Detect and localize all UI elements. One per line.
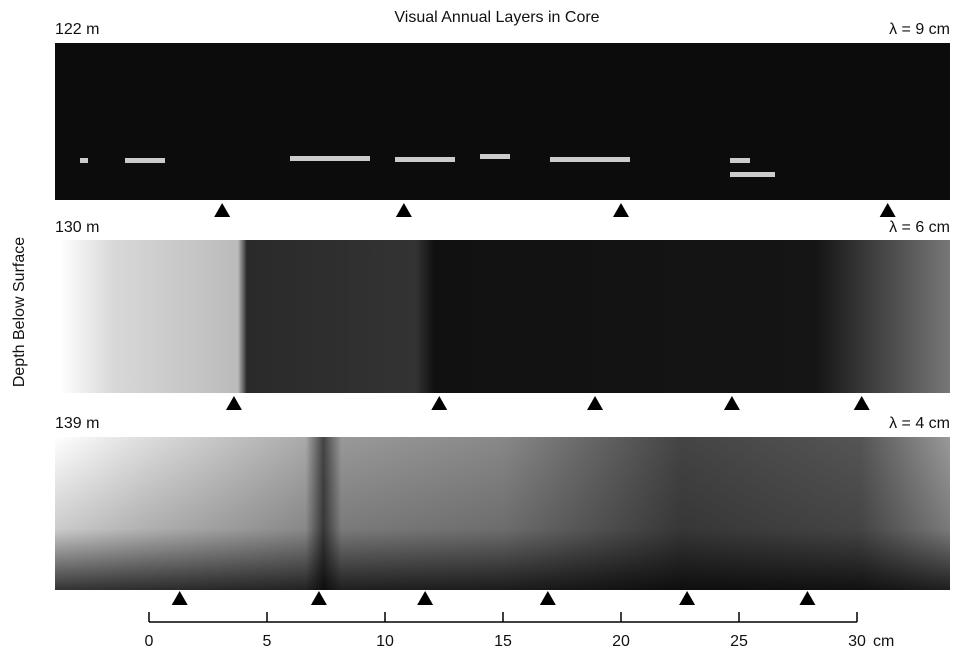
- layer-marker: [311, 591, 327, 605]
- layer-marker: [613, 203, 629, 217]
- inclusion: [395, 157, 455, 162]
- layer-marker: [214, 203, 230, 217]
- inclusion: [80, 158, 88, 163]
- wavelength-label: λ = 4 cm: [889, 415, 950, 432]
- inclusion: [290, 156, 370, 161]
- depth-label: 130 m: [55, 219, 99, 236]
- figure: Visual Annual Layers in Core Depth Below…: [0, 0, 953, 656]
- layer-marker: [679, 591, 695, 605]
- x-tick-label: 30: [848, 633, 866, 650]
- layer-marker: [587, 396, 603, 410]
- layer-marker: [540, 591, 556, 605]
- layer-marker: [799, 591, 815, 605]
- layer-marker: [226, 396, 242, 410]
- depth-label: 122 m: [55, 21, 99, 38]
- x-unit-label: cm: [873, 633, 894, 650]
- x-tick-label: 0: [145, 633, 154, 650]
- x-tick-label: 10: [376, 633, 394, 650]
- core-image: [60, 240, 950, 393]
- panels: 122 m λ = 9 cm 130 m λ = 6 cm 139 m λ = 4 cm: [55, 21, 950, 605]
- x-axis: 0 5 10 15 20 25 30 cm: [145, 612, 895, 650]
- x-tick-label: 20: [612, 633, 630, 650]
- layer-marker: [880, 203, 896, 217]
- y-axis-label: Depth Below Surface: [11, 237, 28, 387]
- depth-label: 139 m: [55, 415, 99, 432]
- title: Visual Annual Layers in Core: [394, 9, 599, 26]
- core-shade: [55, 437, 950, 590]
- inclusion: [125, 158, 165, 163]
- wavelength-label: λ = 9 cm: [889, 21, 950, 38]
- layer-marker: [431, 396, 447, 410]
- layer-marker: [417, 591, 433, 605]
- wavelength-label: λ = 6 cm: [889, 219, 950, 236]
- inclusion: [730, 158, 750, 163]
- inclusion: [730, 172, 775, 177]
- inclusion: [480, 154, 510, 159]
- layer-marker: [724, 396, 740, 410]
- inclusion: [550, 157, 630, 162]
- core-image: [55, 43, 950, 200]
- x-tick-label: 5: [263, 633, 272, 650]
- x-tick-label: 25: [730, 633, 748, 650]
- layer-marker: [854, 396, 870, 410]
- layer-marker: [172, 591, 188, 605]
- layer-marker: [396, 203, 412, 217]
- x-tick-label: 15: [494, 633, 512, 650]
